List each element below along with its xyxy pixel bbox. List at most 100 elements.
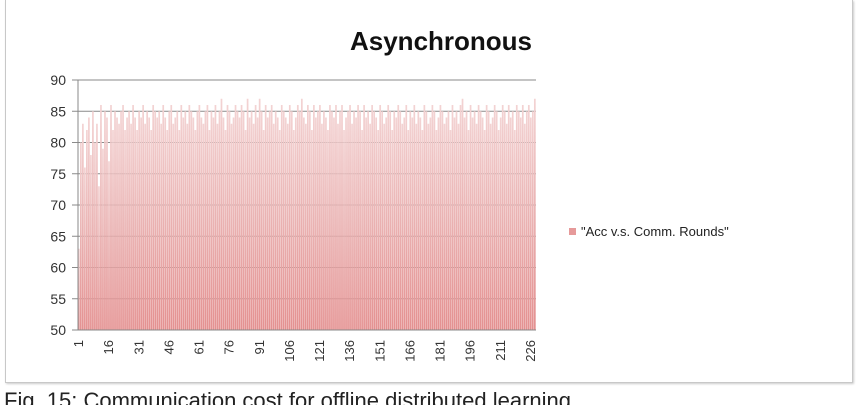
bar	[473, 111, 476, 330]
bar	[272, 123, 275, 330]
bar	[142, 105, 144, 330]
bar	[485, 105, 488, 330]
bar	[491, 117, 494, 330]
bar	[284, 117, 287, 330]
bar	[138, 111, 140, 330]
bar	[509, 117, 512, 330]
bar	[82, 123, 84, 330]
bar	[100, 105, 102, 330]
bar	[278, 130, 281, 330]
bar	[280, 105, 283, 330]
bar	[206, 105, 209, 330]
bar	[128, 111, 130, 330]
bar	[433, 111, 436, 330]
bar	[182, 117, 185, 330]
x-tick-label: 226	[523, 340, 538, 362]
bar	[160, 123, 163, 330]
bar	[188, 105, 191, 330]
bar	[397, 105, 400, 330]
bar	[98, 186, 100, 330]
bar	[531, 111, 534, 330]
bar	[465, 111, 468, 330]
bar	[419, 117, 422, 330]
bar	[443, 123, 446, 330]
bar	[168, 111, 171, 330]
bar	[252, 123, 255, 330]
x-tick-label: 211	[493, 340, 508, 361]
bar	[240, 105, 243, 330]
bar	[116, 117, 118, 330]
x-tick-label: 1	[71, 340, 86, 347]
x-tick-label: 16	[101, 340, 116, 354]
bar	[304, 123, 307, 330]
bar	[80, 142, 82, 330]
bar	[232, 117, 235, 330]
bar	[483, 130, 486, 330]
bar	[329, 105, 331, 330]
bar	[375, 117, 378, 330]
bar	[475, 123, 478, 330]
bar	[146, 111, 149, 330]
bar	[78, 248, 80, 330]
legend: "Acc v.s. Comm. Rounds"	[569, 224, 729, 239]
bar	[403, 117, 406, 330]
bar	[154, 111, 157, 330]
bar	[453, 117, 456, 330]
bar	[347, 111, 349, 330]
chart-title: Asynchronous	[350, 26, 532, 56]
bar	[124, 130, 126, 330]
bar	[286, 123, 289, 330]
x-tick-label: 136	[342, 340, 357, 362]
bar	[447, 111, 450, 330]
bar	[367, 111, 369, 330]
bar	[172, 123, 175, 330]
bar	[194, 130, 197, 330]
bar	[260, 111, 263, 330]
bar	[407, 130, 410, 330]
bar	[186, 123, 189, 330]
bar	[102, 148, 104, 330]
bar	[104, 111, 106, 330]
bar	[323, 111, 325, 330]
chart-frame: Asynchronous 50 55 60 65 70 75 80 85 90 1 16 31 46 6…	[5, 0, 853, 383]
bar	[148, 117, 151, 330]
bar	[361, 130, 363, 330]
bar	[379, 105, 382, 330]
bar	[258, 98, 261, 330]
bar	[331, 111, 333, 330]
bar	[477, 105, 480, 330]
bar	[457, 123, 460, 330]
bar	[519, 117, 522, 330]
bar	[355, 117, 357, 330]
bar	[349, 105, 351, 330]
bar	[212, 117, 215, 330]
bar	[383, 123, 386, 330]
bar	[343, 130, 345, 330]
bar	[136, 130, 138, 330]
bar	[459, 105, 462, 330]
bar	[230, 123, 233, 330]
y-tick-label: 80	[50, 135, 66, 151]
bar	[178, 130, 181, 330]
bar	[437, 117, 440, 330]
bar	[150, 130, 153, 330]
bar	[228, 111, 231, 330]
bar	[118, 123, 120, 330]
bar	[513, 130, 516, 330]
bar	[405, 105, 408, 330]
legend-swatch	[569, 228, 576, 235]
bar	[204, 111, 207, 330]
bar	[487, 111, 490, 330]
bar	[461, 98, 464, 330]
bar	[110, 105, 112, 330]
bar	[256, 117, 259, 330]
bar	[234, 105, 237, 330]
bar	[202, 123, 205, 330]
bar	[184, 111, 187, 330]
bar	[327, 130, 329, 330]
bar	[262, 130, 265, 330]
bar	[385, 117, 388, 330]
bar	[415, 123, 418, 330]
bar	[495, 111, 498, 330]
bar	[176, 111, 179, 330]
